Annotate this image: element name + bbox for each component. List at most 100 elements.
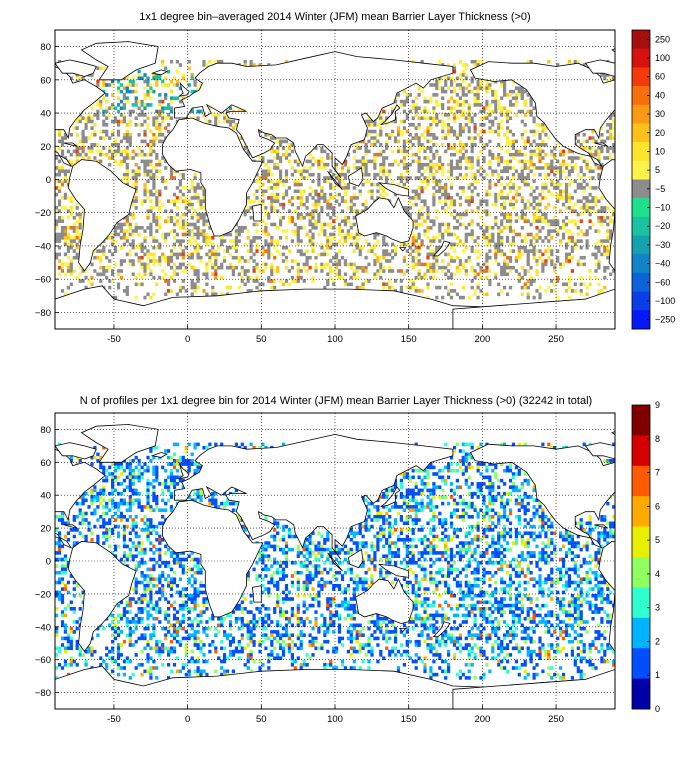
map-cell [529, 143, 533, 147]
map-cell [140, 505, 144, 509]
map-cell [408, 252, 412, 257]
map-cell [305, 206, 309, 210]
map-cell [296, 216, 300, 220]
map-cell [346, 182, 350, 187]
map-cell [337, 176, 342, 180]
map-cell [432, 236, 436, 240]
map-cell [396, 162, 401, 167]
map-cell [567, 149, 571, 154]
map-cell [128, 232, 132, 237]
map-cell [161, 491, 165, 496]
map-cell [547, 524, 551, 529]
map-cell [178, 99, 182, 104]
map-cell [603, 73, 607, 77]
map-cell [199, 232, 203, 237]
map-cell [500, 196, 504, 200]
map-cell [314, 222, 318, 227]
map-cell [467, 136, 471, 140]
map-cell [500, 478, 504, 483]
map-cell [111, 119, 115, 124]
map-cell [152, 472, 156, 476]
map-cell [467, 222, 471, 227]
map-cell [420, 505, 424, 509]
map-cell [447, 196, 451, 200]
map-cell [146, 465, 150, 470]
map-cell [491, 109, 495, 114]
map-cell [190, 109, 194, 114]
map-cell [567, 59, 571, 64]
map-cell [500, 229, 504, 233]
map-cell [503, 524, 507, 529]
map-cell [455, 508, 459, 512]
map-cell [279, 179, 283, 184]
map-cell [452, 143, 457, 147]
map-cell [411, 136, 415, 140]
map-cell [314, 199, 318, 203]
map-cell [417, 196, 421, 200]
map-cell [69, 159, 73, 164]
map-cell [122, 538, 126, 542]
map-cell [90, 262, 94, 267]
map-cell [417, 245, 421, 250]
map-cell [417, 249, 421, 253]
map-cell [370, 123, 374, 127]
map-cell [217, 113, 221, 117]
map-cell [128, 156, 132, 160]
map-cell [164, 279, 168, 283]
map-cell [178, 189, 182, 194]
map-cell [411, 99, 415, 104]
map-cell [75, 133, 79, 137]
map-cell [408, 199, 412, 203]
map-cell [382, 156, 386, 160]
map-cell [503, 79, 507, 84]
map-cell [447, 123, 451, 127]
map-cell [290, 149, 294, 154]
map-cell [420, 146, 424, 150]
map-cell [423, 534, 427, 539]
map-cell [102, 89, 106, 94]
map-cell [476, 103, 480, 107]
map-cell [609, 524, 613, 529]
map-cell [205, 292, 209, 297]
map-cell [417, 222, 421, 227]
map-cell [452, 113, 457, 117]
map-cell [432, 252, 436, 257]
map-cell [399, 518, 403, 522]
map-cell [60, 152, 65, 157]
map-cell [276, 166, 280, 170]
map-cell [482, 531, 486, 535]
map-cell [290, 534, 294, 539]
map-cell [69, 265, 73, 270]
map-cell [423, 129, 427, 134]
coastline [63, 142, 78, 147]
map-cell [152, 275, 156, 280]
map-cell [314, 159, 318, 164]
map-cell [606, 521, 610, 526]
map-cell [84, 136, 88, 140]
map-cell [63, 169, 67, 174]
map-cell [105, 93, 109, 97]
map-cell [202, 236, 206, 240]
map-cell [435, 162, 439, 167]
map-cell [470, 219, 474, 223]
map-cell [503, 93, 507, 97]
map-cell [444, 83, 448, 87]
y-tick-label: 0 [46, 175, 51, 186]
map-cell [505, 119, 510, 124]
map-cell [161, 79, 165, 84]
map-cell [267, 172, 271, 177]
map-cell [511, 206, 515, 210]
map-cell [520, 199, 524, 203]
map-cell [105, 123, 109, 127]
map-cell [420, 482, 424, 486]
map-cell [299, 196, 303, 200]
map-cell [473, 86, 477, 91]
map-cell [234, 242, 238, 247]
map-cell [449, 202, 454, 207]
map-cell [612, 143, 616, 147]
map-cell [432, 472, 436, 476]
map-cell [458, 143, 462, 147]
map-cell [90, 106, 94, 110]
map-cell [217, 252, 221, 257]
map-cell [449, 242, 454, 247]
